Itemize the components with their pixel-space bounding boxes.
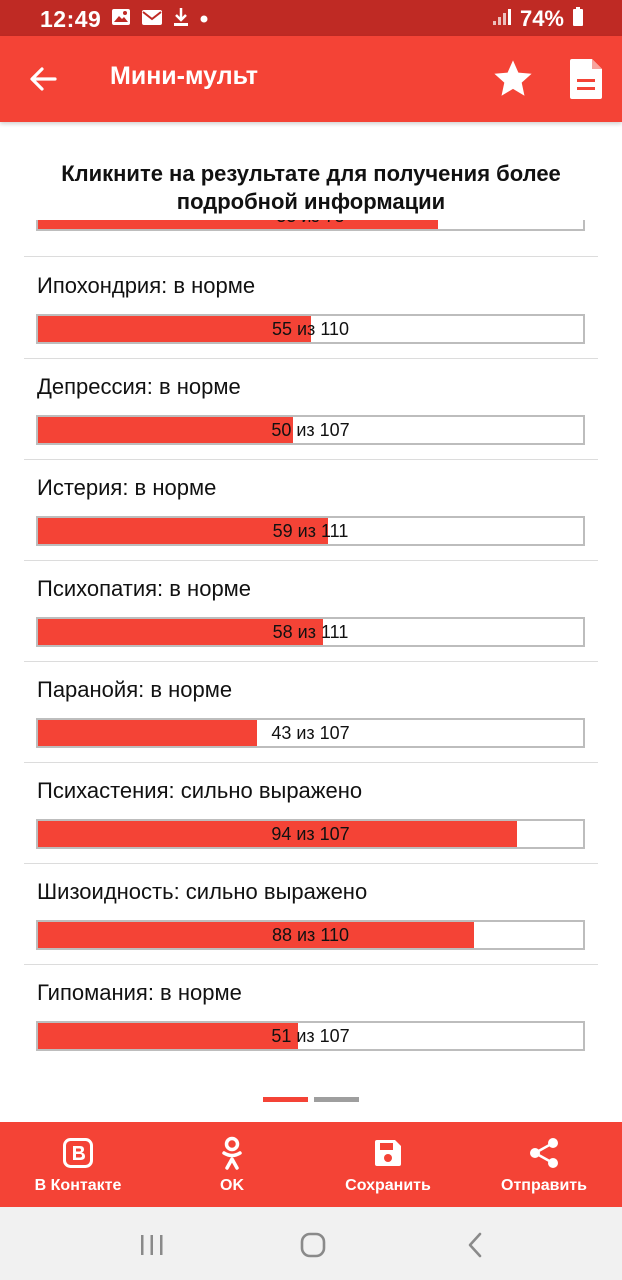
- result-bar-fill: [38, 417, 293, 443]
- vk-share-label: В Контакте: [34, 1177, 122, 1194]
- result-bar-fill: [38, 316, 311, 342]
- page-indicator: [0, 1097, 622, 1103]
- result-bar-text: 88 из 110: [271, 925, 350, 945]
- divider: [24, 661, 598, 662]
- result-bar: 58 из 111: [36, 617, 585, 647]
- recent-apps-icon: [141, 1235, 163, 1255]
- result-bar: 43 из 107: [36, 718, 585, 748]
- result-item[interactable]: Шизоидность: сильно выражено 88 из 110: [0, 864, 622, 965]
- result-label: Гипомания: в норме: [37, 980, 242, 1005]
- save-button[interactable]: Сохранить: [323, 1122, 453, 1207]
- result-bar-text: 43 из 107: [271, 723, 350, 743]
- page-indicator-inactive[interactable]: [314, 1097, 359, 1102]
- result-label: Ипохондрия: в норме: [37, 273, 256, 298]
- result-label: Психастения: сильно выражено: [37, 778, 363, 803]
- system-nav-bar: [0, 1207, 622, 1280]
- result-bar-fill: [38, 619, 323, 645]
- result-bar-text: 59 из 111: [272, 521, 349, 541]
- partial-result-bar-fill: [38, 220, 438, 229]
- favorite-button[interactable]: [489, 55, 537, 103]
- star-icon: [494, 60, 532, 96]
- results-hint: Кликните на результате для получения бол…: [61, 161, 561, 214]
- result-bar-fill: [38, 518, 328, 544]
- partial-result-bar: 55 из 75: [36, 220, 585, 231]
- result-item[interactable]: Паранойя: в норме 43 из 107: [0, 662, 622, 763]
- divider: [24, 358, 598, 359]
- gallery-icon: [111, 8, 131, 31]
- result-label: Паранойя: в норме: [37, 677, 233, 702]
- signal-icon: [492, 8, 512, 31]
- home-button[interactable]: [293, 1225, 333, 1265]
- result-label: Депрессия: в норме: [37, 374, 241, 399]
- result-bar: 94 из 107: [36, 819, 585, 849]
- vk-icon: [61, 1136, 95, 1170]
- status-right: 74%: [492, 6, 584, 32]
- home-icon: [300, 1232, 326, 1258]
- result-label: Психопатия: в норме: [37, 576, 252, 601]
- battery-icon: [572, 6, 584, 32]
- status-time: 12:49: [40, 6, 102, 32]
- bottom-share-bar: В Контакте OK Сохранить Отправить: [0, 1122, 622, 1207]
- vk-share-button[interactable]: В Контакте: [13, 1122, 143, 1207]
- download-icon: [173, 7, 189, 32]
- notification-dot-icon: [199, 11, 209, 29]
- ok-share-button[interactable]: OK: [167, 1122, 297, 1207]
- divider: [24, 863, 598, 864]
- results-list: 55 из 75 Ипохондрия: в норме 55 из 110 Деп…: [0, 220, 622, 1100]
- partial-result-bar-text: 55 из 75: [38, 220, 583, 229]
- result-bar-text: 94 из 107: [271, 824, 350, 844]
- description-button[interactable]: [562, 54, 610, 104]
- result-bar: 55 из 110: [36, 314, 585, 344]
- result-bar: 59 из 111: [36, 516, 585, 546]
- result-bar-fill: [38, 922, 474, 948]
- save-icon: [371, 1136, 405, 1170]
- result-label: Шизоидность: сильно выражено: [37, 879, 368, 904]
- share-button[interactable]: Отправить: [479, 1122, 609, 1207]
- back-button[interactable]: [22, 58, 64, 100]
- result-bar-text: 58 из 111: [272, 622, 349, 642]
- partial-result-item[interactable]: 55 из 75: [0, 220, 622, 258]
- arrow-back-icon: [30, 67, 57, 91]
- share-icon: [527, 1136, 561, 1170]
- divider: [24, 256, 598, 257]
- odnoklassniki-icon: [215, 1136, 249, 1170]
- result-item[interactable]: Ипохондрия: в норме 55 из 110: [0, 258, 622, 359]
- mail-icon: [141, 9, 163, 31]
- result-item[interactable]: Истерия: в норме 59 из 111: [0, 460, 622, 561]
- status-bar: 12:49 74%: [0, 0, 622, 36]
- ok-share-label: OK: [220, 1177, 244, 1194]
- document-icon: [570, 59, 602, 99]
- result-bar-fill: [38, 720, 258, 746]
- result-bar: 50 из 107: [36, 415, 585, 445]
- recent-apps-button[interactable]: [132, 1225, 172, 1265]
- result-item[interactable]: Гипомания: в норме 51 из 107: [0, 965, 622, 1066]
- divider: [24, 560, 598, 561]
- status-left: 12:49: [40, 6, 209, 33]
- app-bar: Мини-мульт: [0, 36, 622, 122]
- divider: [24, 964, 598, 965]
- result-bar: 88 из 110: [36, 920, 585, 950]
- result-bar-fill: [38, 821, 517, 847]
- system-back-button[interactable]: [455, 1225, 495, 1265]
- result-bar: 51 из 107: [36, 1021, 585, 1051]
- chevron-left-icon: [468, 1232, 482, 1258]
- result-label: Истерия: в норме: [37, 475, 217, 500]
- page-indicator-active[interactable]: [263, 1097, 308, 1102]
- divider: [24, 762, 598, 763]
- result-item[interactable]: Депрессия: в норме 50 из 107: [0, 359, 622, 460]
- result-bar-text: 51 из 107: [271, 1026, 350, 1046]
- result-bar-fill: [38, 1023, 298, 1049]
- divider: [24, 459, 598, 460]
- result-item[interactable]: Психастения: сильно выражено 94 из 107: [0, 763, 622, 864]
- share-label: Отправить: [501, 1177, 587, 1194]
- page-title: Мини-мульт: [110, 62, 259, 90]
- save-label: Сохранить: [345, 1177, 431, 1194]
- battery-percent: 74%: [519, 6, 564, 31]
- result-bar-text: 55 из 110: [271, 319, 350, 339]
- result-bar-text: 50 из 107: [271, 420, 350, 440]
- result-item[interactable]: Психопатия: в норме 58 из 111: [0, 561, 622, 662]
